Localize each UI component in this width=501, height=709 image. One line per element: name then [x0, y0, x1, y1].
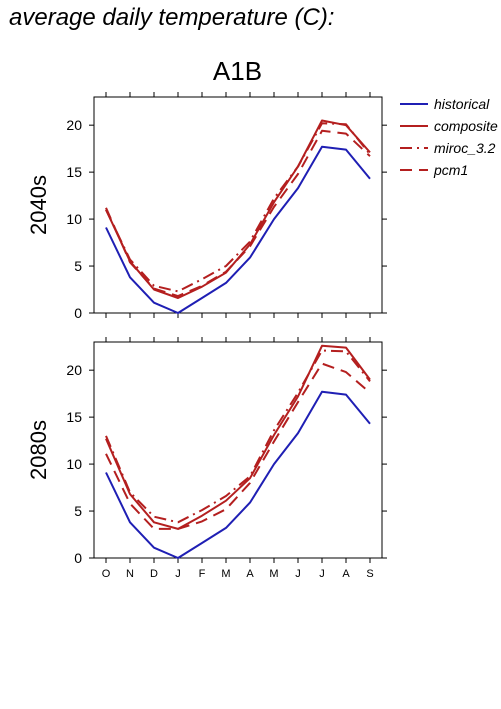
y-tick-label: 15 — [66, 164, 82, 180]
x-tick-label: A — [342, 568, 350, 580]
series-line-miroc-3-2 — [105, 122, 371, 293]
series-line-pcm1 — [105, 362, 371, 530]
x-tick-label: D — [150, 568, 158, 580]
y-tick-label: 20 — [66, 117, 82, 133]
scenario-title: A1B — [213, 56, 262, 86]
legend-label: miroc_3.2 — [434, 140, 496, 156]
x-tick-label: J — [175, 568, 181, 580]
plot-frame — [93, 96, 383, 314]
x-tick-label: M — [269, 568, 278, 580]
legend-label: historical — [434, 96, 490, 112]
y-axis-label: 2080s — [26, 420, 51, 480]
page-title: average daily temperature (C): — [9, 4, 335, 31]
y-tick-label: 5 — [74, 503, 82, 519]
x-tick-label: N — [126, 568, 134, 580]
y-tick-label: 0 — [74, 550, 82, 566]
y-tick-label: 15 — [66, 409, 82, 425]
legend-label: pcm1 — [433, 162, 468, 178]
series-line-composite — [105, 344, 371, 530]
y-tick-label: 20 — [66, 362, 82, 378]
x-tick-label: A — [246, 568, 254, 580]
chart-panel-2: 0 5 10 15 20 O N D J F M A M J J A S 2080s — [26, 337, 387, 580]
series-line-pcm1 — [105, 129, 371, 298]
series-line-historical — [105, 145, 371, 314]
legend-label: composite — [434, 118, 498, 134]
plot-frame — [93, 341, 383, 559]
y-tick-label: 10 — [66, 211, 82, 227]
chart-panel-1: 0 5 10 15 20 2040s — [26, 92, 387, 321]
chart-panels: 0 5 10 15 20 2040s 0 5 10 15 20 O N D J F M A M J J A S 2080s — [26, 92, 387, 580]
x-tick-label: J — [319, 568, 325, 580]
y-tick-label: 10 — [66, 456, 82, 472]
x-tick-label: M — [221, 568, 230, 580]
y-axis-label: 2040s — [26, 175, 51, 235]
x-tick-label: F — [199, 568, 206, 580]
legend: historical composite miroc_3.2 pcm1 — [400, 96, 498, 178]
series-line-miroc-3-2 — [105, 349, 371, 524]
x-tick-label: J — [295, 568, 301, 580]
y-tick-label: 0 — [74, 305, 82, 321]
x-tick-label: S — [366, 568, 373, 580]
y-tick-label: 5 — [74, 258, 82, 274]
series-line-historical — [105, 390, 371, 559]
x-tick-label: O — [102, 568, 111, 580]
